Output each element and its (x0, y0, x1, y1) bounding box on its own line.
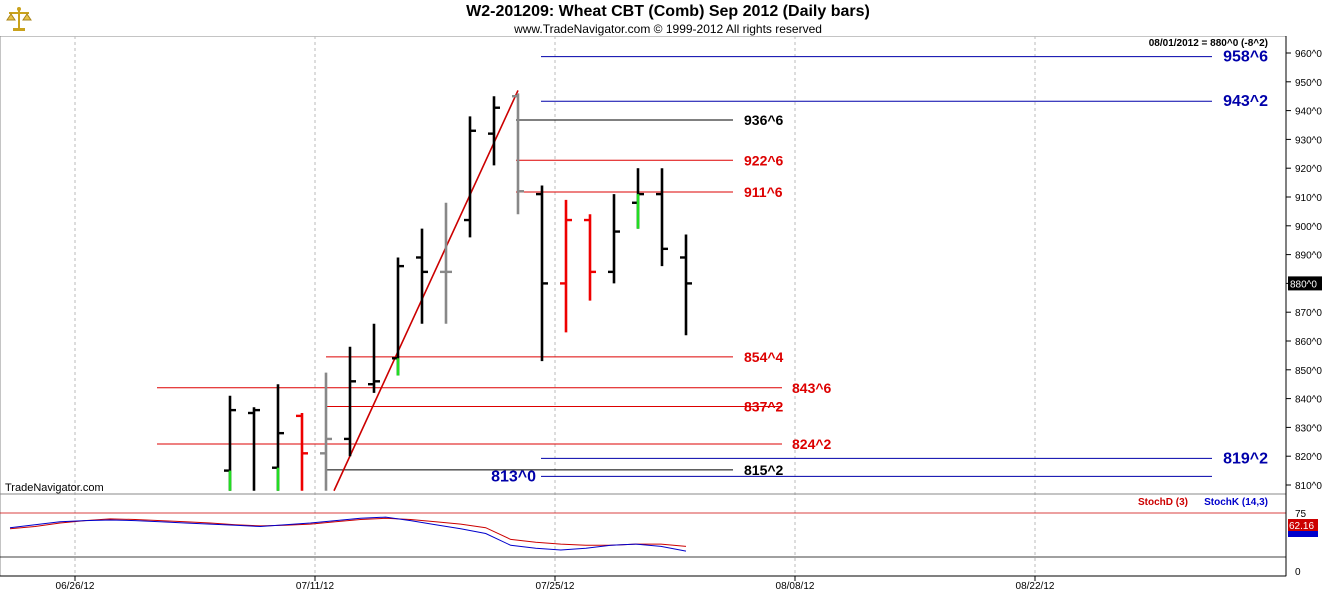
level-label: 815^2 (744, 462, 784, 478)
axes: 960^0 950^0 940^0 930^0 920^0 910^0 900^0 890^0… (0, 36, 1322, 592)
level-label: 943^2 (1223, 93, 1268, 110)
scales-of-justice-icon (6, 7, 32, 31)
date-tick-label: 07/11/12 (296, 581, 335, 592)
date-tick-label: 08/08/12 (776, 581, 815, 592)
stoch-k-legend: StochK (14,3) (1204, 497, 1268, 508)
stochastic-panel (0, 512, 1286, 558)
stoch-value-box-k (1288, 531, 1318, 537)
plot-frame (0, 36, 1287, 577)
price-tick-label: 910^0 (1295, 193, 1322, 204)
stoch-tick-label: 0 (1295, 567, 1301, 578)
level-label: 813^0 (491, 468, 536, 485)
price-tick-label: 820^0 (1295, 452, 1322, 463)
price-tick-label: 870^0 (1295, 308, 1322, 319)
price-tick-label: 950^0 (1295, 78, 1322, 89)
date-tick-label: 06/26/12 (56, 581, 95, 592)
level-label: 837^2 (744, 399, 784, 415)
level-label: 911^6 (744, 184, 783, 200)
trendline-segment (333, 90, 519, 492)
last-price-label: 880^0 (1290, 279, 1317, 290)
price-chart[interactable]: 958^6 943^2 936^6 922^6 911^6 854^4 843^6 837^2… (0, 36, 1336, 594)
level-label: 958^6 (1223, 49, 1268, 66)
stoch-d-legend: StochD (3) (1138, 497, 1188, 508)
title-bar: W2-201209: Wheat CBT (Comb) Sep 2012 (Da… (0, 0, 1336, 36)
last-price-box (1288, 276, 1322, 291)
price-tick-label: 920^0 (1295, 164, 1322, 175)
date-tick-label: 07/25/12 (536, 581, 575, 592)
copyright-text: www.TradeNavigator.com © 1999-2012 All r… (514, 22, 822, 36)
stoch-tick-label: 75 (1295, 509, 1307, 520)
price-tick-label: 940^0 (1295, 107, 1322, 118)
price-tick-label: 890^0 (1295, 251, 1322, 262)
date-tick-label: 08/22/12 (1016, 581, 1055, 592)
stoch-value-label: 62.16 (1289, 521, 1314, 532)
trendline (333, 90, 519, 492)
grid (0, 36, 1286, 576)
level-label: 936^6 (744, 112, 784, 128)
price-levels: 958^6 943^2 936^6 922^6 911^6 854^4 843^6 837^2… (157, 49, 1268, 485)
level-label: 854^4 (744, 349, 784, 365)
status-line: 08/01/2012 = 880^0 (-8^2) (1149, 38, 1268, 49)
chart-title: W2-201209: Wheat CBT (Comb) Sep 2012 (Da… (466, 3, 870, 20)
stoch-k-line (9, 516, 687, 552)
price-tick-label: 810^0 (1295, 481, 1322, 492)
level-label: 922^6 (744, 152, 784, 168)
price-tick-label: 850^0 (1295, 366, 1322, 377)
ohlc-bars (224, 93, 692, 491)
level-label: 843^6 (792, 380, 832, 396)
price-tick-label: 840^0 (1295, 395, 1322, 406)
watermark: TradeNavigator.com (5, 482, 104, 494)
price-tick-label: 960^0 (1295, 49, 1322, 60)
price-tick-label: 860^0 (1295, 337, 1322, 348)
level-label: 819^2 (1223, 450, 1268, 467)
price-tick-label: 930^0 (1295, 135, 1322, 146)
stoch-value-box (1288, 519, 1318, 531)
level-label: 824^2 (792, 436, 832, 452)
stoch-d-line (9, 517, 687, 547)
price-tick-label: 900^0 (1295, 222, 1322, 233)
price-tick-label: 830^0 (1295, 423, 1322, 434)
